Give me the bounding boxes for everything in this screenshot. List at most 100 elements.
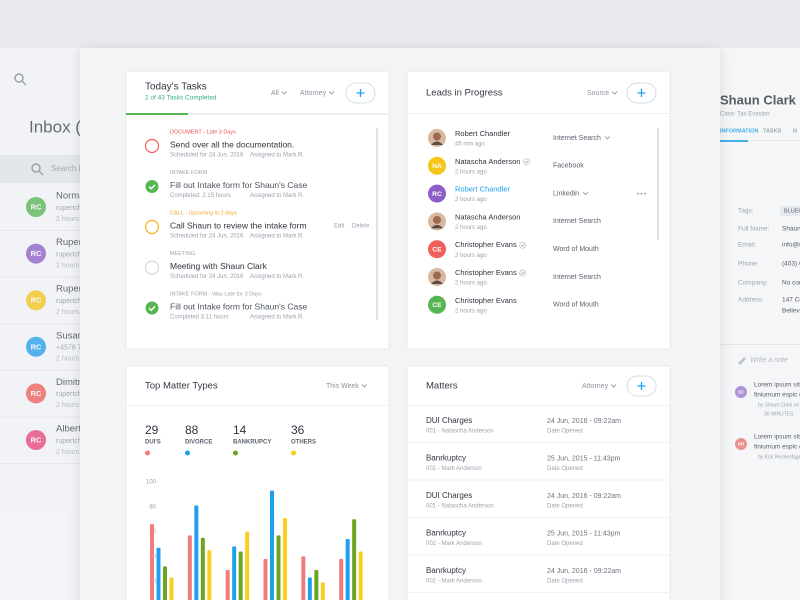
- avatar-initials: RC: [432, 191, 442, 198]
- filter[interactable]: Attorney: [300, 90, 327, 97]
- field-label: Email:: [738, 242, 756, 249]
- bar: [358, 551, 363, 600]
- chevron: [604, 136, 611, 140]
- add-button[interactable]: [626, 82, 657, 104]
- matter-title[interactable]: Banrkuptcy: [426, 529, 466, 538]
- stat-label: DUI'S: [145, 440, 161, 446]
- matter-title[interactable]: DUI Charges: [426, 491, 472, 500]
- card: [125, 70, 390, 350]
- add-button[interactable]: [626, 375, 657, 397]
- contact-sub: rupertch: [56, 205, 82, 212]
- contact-time: 2 hours: [56, 402, 80, 409]
- avatar-initials: SC: [738, 390, 745, 395]
- lead-source[interactable]: Linkedin: [553, 190, 579, 197]
- matter-title[interactable]: DUI Charges: [426, 416, 472, 425]
- task-action[interactable]: Edit: [334, 224, 345, 230]
- chevron: [361, 384, 368, 388]
- tab[interactable]: INFORMATION: [720, 128, 758, 134]
- contact-name[interactable]: Albert: [56, 424, 81, 435]
- task-meta: Assigned to Mark R.: [250, 193, 304, 199]
- task-checkbox[interactable]: [145, 301, 159, 315]
- task-checkbox[interactable]: [144, 138, 160, 154]
- bar: [307, 577, 312, 600]
- lead-name[interactable]: Natascha Anderson: [455, 157, 520, 166]
- task-title[interactable]: Fill out Intake form for Shaun's Case: [170, 180, 307, 190]
- note-duration: 30 MINUTES: [764, 411, 794, 417]
- chevron: [582, 191, 589, 196]
- active-tab-underline: [720, 140, 748, 142]
- photo-head: [433, 271, 441, 280]
- lead-name[interactable]: Christopher Evans: [455, 240, 517, 249]
- task-label: INTAKE FORM - Was Late for 3 Days: [170, 291, 262, 297]
- contact-sub: rupertch: [56, 298, 82, 305]
- bar: [194, 505, 199, 600]
- bar: [200, 537, 205, 600]
- task-checkbox[interactable]: [144, 260, 160, 275]
- row-divider: [407, 442, 670, 443]
- card-title: Today's Tasks: [145, 82, 207, 93]
- task-meta: Scheduled for 24 Jun, 2016: [170, 274, 244, 280]
- divider: [407, 113, 670, 114]
- verified-check: [524, 160, 529, 164]
- legend-dot: [145, 450, 150, 456]
- lead-time: 2 hours ago: [455, 169, 487, 175]
- avatar: [26, 243, 46, 264]
- tab[interactable]: TASKS: [763, 128, 782, 134]
- task-action[interactable]: Delete: [352, 224, 370, 230]
- note-prompt[interactable]: Write a note: [750, 357, 788, 364]
- contact-name[interactable]: Dimitr: [56, 377, 81, 388]
- lead-name[interactable]: Robert Chandler: [455, 185, 511, 194]
- lead-name[interactable]: Christopher Evans: [455, 268, 517, 277]
- tab[interactable]: N: [793, 128, 797, 134]
- matter-title[interactable]: Banrkuptcy: [426, 566, 466, 575]
- task-title[interactable]: Call Shaun to review the intake form: [170, 220, 307, 230]
- task-label: CALL - Upcoming in 2 days: [170, 210, 237, 216]
- lead-source[interactable]: Internet Search: [553, 135, 601, 142]
- field-label: Full Name:: [738, 226, 770, 233]
- task-title[interactable]: Send over all the documentation.: [170, 139, 294, 149]
- lead-name[interactable]: Natascha Anderson: [455, 212, 520, 221]
- lead-name[interactable]: Robert Chandler: [455, 129, 511, 138]
- lead-time: 2 hours ago: [455, 197, 487, 203]
- contact-name[interactable]: Susan: [56, 330, 83, 341]
- task-checkbox[interactable]: [145, 180, 159, 193]
- lead-source: Internet Search: [553, 274, 601, 281]
- task-title[interactable]: Fill out Intake form for Shaun's Case: [170, 301, 307, 311]
- search-placeholder[interactable]: Search L: [51, 164, 84, 173]
- contact-name[interactable]: Rupert: [56, 237, 85, 248]
- filter[interactable]: All: [271, 90, 279, 97]
- matter-sub: 001 - Natascha Anderson: [426, 429, 494, 435]
- lead-source: Word of Mouth: [553, 246, 599, 253]
- bar: [301, 556, 306, 600]
- avatar-photo: [428, 268, 446, 286]
- lead-name[interactable]: Christopher Evans: [455, 296, 517, 305]
- task-meta: Assigned to Mark R.: [250, 274, 304, 280]
- filter[interactable]: Attorney: [582, 383, 609, 390]
- contact-time: 2 hours: [56, 216, 80, 223]
- matter-date-label: Date Opened: [547, 466, 583, 472]
- task-title[interactable]: Meeting with Shaun Clark: [170, 261, 268, 271]
- add-button[interactable]: [345, 82, 376, 104]
- row-divider: [407, 592, 670, 593]
- filter[interactable]: This Week: [326, 383, 359, 390]
- filter[interactable]: Source: [587, 90, 609, 97]
- divider: [126, 405, 389, 406]
- lead-source: Internet Search: [553, 218, 601, 225]
- field-value: 147 Co: [782, 297, 800, 304]
- contact-name[interactable]: Rupert C: [56, 284, 94, 295]
- photo-body: [431, 280, 443, 284]
- more-dot[interactable]: [644, 192, 646, 195]
- task-checkbox[interactable]: [144, 219, 160, 235]
- row-divider: [407, 479, 670, 481]
- field-label: Phone:: [738, 261, 759, 268]
- contact-time: 2 hours: [56, 356, 80, 363]
- matter-title[interactable]: Banrkuptcy: [426, 454, 466, 463]
- contact-sub: +4578 7: [56, 345, 82, 352]
- contact-name[interactable]: Norma: [56, 191, 85, 202]
- list-divider: [0, 463, 120, 464]
- more-dot[interactable]: [640, 192, 643, 195]
- pencil-icon: [738, 357, 746, 365]
- stat-label: OTHERS: [291, 440, 316, 446]
- more-dot[interactable]: [637, 192, 639, 195]
